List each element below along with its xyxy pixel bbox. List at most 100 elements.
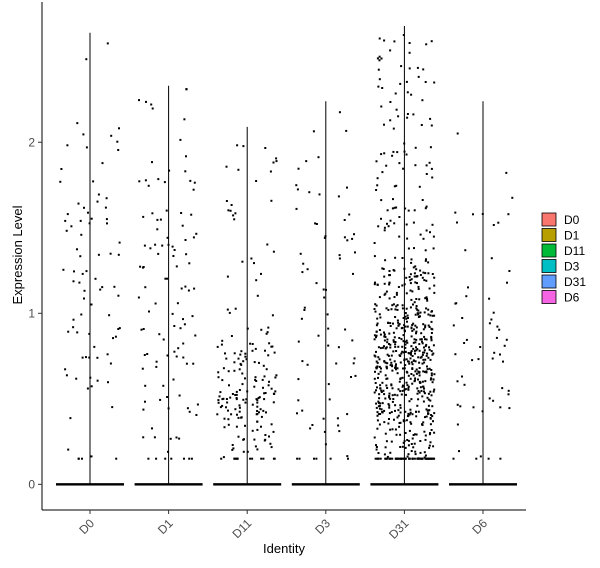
data-point	[167, 450, 169, 453]
data-point	[268, 435, 270, 438]
legend-item-d11: D11	[541, 243, 585, 258]
data-point	[414, 341, 417, 344]
data-point	[106, 222, 108, 225]
data-point	[187, 289, 190, 292]
data-point	[427, 409, 430, 412]
data-point	[407, 209, 410, 212]
data-point	[65, 374, 68, 377]
data-point	[69, 417, 72, 420]
data-point	[244, 352, 247, 355]
data-point	[66, 144, 69, 147]
data-point	[297, 378, 300, 381]
data-point	[190, 213, 193, 216]
data-point	[228, 384, 230, 387]
data-point	[465, 338, 468, 341]
data-point	[422, 271, 425, 274]
data-point	[315, 457, 318, 460]
data-point	[379, 316, 382, 319]
data-point	[431, 314, 434, 317]
data-point	[234, 394, 237, 396]
data-point	[418, 361, 421, 364]
data-point	[430, 457, 432, 460]
data-point	[412, 446, 415, 449]
legend-item-d31: D31	[541, 274, 586, 289]
data-point	[459, 405, 462, 408]
data-point	[260, 425, 262, 428]
data-point	[327, 344, 330, 347]
data-point	[410, 350, 413, 353]
data-point	[380, 367, 382, 370]
data-point	[425, 370, 428, 373]
legend-item-d1: D1	[541, 228, 580, 243]
data-point	[387, 321, 390, 324]
data-point	[88, 356, 91, 359]
data-point	[391, 387, 394, 390]
data-point	[142, 328, 145, 330]
data-point	[378, 296, 381, 299]
data-point	[431, 353, 434, 356]
data-point	[383, 331, 385, 334]
data-point	[429, 231, 431, 234]
data-point	[255, 398, 258, 401]
data-point	[151, 161, 153, 164]
data-point	[268, 342, 271, 345]
data-point	[406, 415, 409, 418]
data-point	[507, 213, 510, 216]
data-point	[378, 423, 381, 426]
data-point	[86, 387, 89, 390]
data-point	[347, 457, 349, 460]
data-point	[425, 408, 428, 411]
data-point	[168, 169, 171, 172]
jitter-points	[373, 34, 436, 460]
data-point	[397, 409, 400, 412]
data-point	[430, 414, 433, 416]
data-point	[386, 222, 388, 225]
data-point	[303, 309, 306, 311]
data-point	[397, 324, 400, 327]
data-point	[393, 393, 396, 396]
data-point	[432, 352, 435, 355]
data-point	[420, 338, 423, 341]
data-point	[242, 450, 245, 453]
data-point	[377, 68, 380, 71]
data-point	[377, 413, 380, 416]
data-point	[407, 317, 409, 319]
data-point	[404, 312, 407, 315]
data-point	[233, 369, 236, 372]
data-point	[222, 367, 225, 370]
data-point	[411, 329, 414, 332]
data-point	[404, 315, 407, 318]
data-point	[221, 379, 224, 382]
data-point	[185, 155, 187, 158]
data-point	[222, 456, 225, 459]
data-point	[394, 365, 397, 367]
data-point	[144, 400, 146, 403]
data-point	[404, 351, 407, 353]
data-point	[295, 207, 298, 210]
data-point	[376, 322, 379, 325]
data-point	[222, 397, 225, 400]
data-point	[422, 328, 425, 331]
data-point	[386, 338, 389, 341]
data-point	[256, 405, 259, 408]
data-point	[388, 396, 391, 399]
data-point	[101, 286, 104, 289]
data-point	[491, 357, 494, 360]
data-point	[257, 397, 260, 399]
data-point	[219, 391, 222, 394]
data-point	[273, 351, 276, 354]
data-point	[145, 100, 147, 103]
data-point	[429, 417, 432, 419]
data-point	[409, 289, 412, 292]
data-point	[412, 322, 415, 325]
data-point	[409, 279, 412, 282]
data-point	[408, 362, 411, 365]
data-point	[375, 324, 378, 327]
data-point	[409, 306, 412, 309]
data-point	[392, 269, 395, 271]
data-point	[472, 406, 475, 409]
data-point	[415, 433, 418, 436]
data-point	[178, 437, 181, 440]
data-point	[414, 146, 417, 149]
x-tick-label: D0	[76, 516, 97, 537]
